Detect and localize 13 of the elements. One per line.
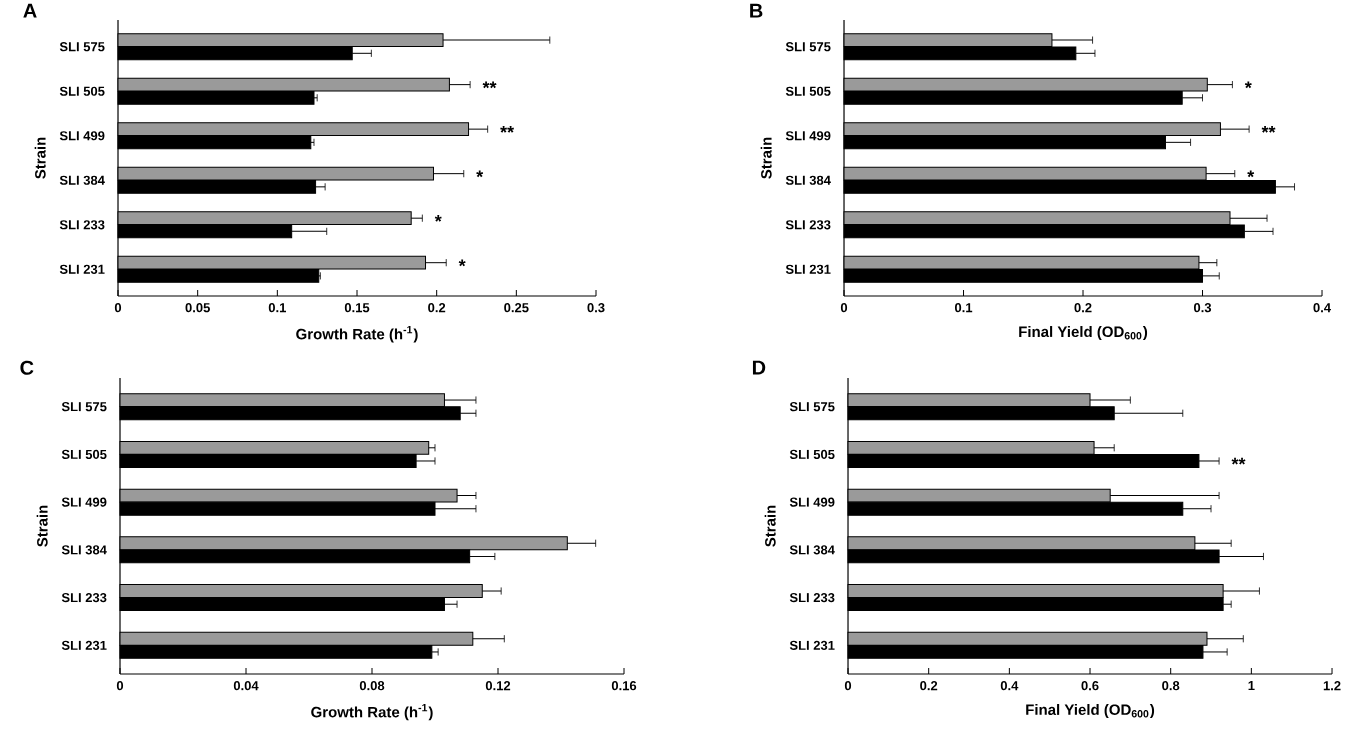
annotation: ** bbox=[482, 81, 497, 89]
annotation: * bbox=[458, 259, 466, 267]
annotation: * bbox=[1247, 170, 1255, 178]
annotation: * bbox=[434, 214, 442, 222]
chart-title: A bbox=[23, 3, 37, 18]
chart-title: C bbox=[20, 360, 34, 375]
chart-title: D bbox=[752, 360, 766, 375]
annotation: * bbox=[1244, 81, 1252, 89]
chart-title: B bbox=[750, 3, 763, 18]
annotation: * bbox=[476, 170, 484, 178]
annotation: ** bbox=[500, 125, 515, 133]
annotation: ** bbox=[1231, 457, 1246, 465]
annotation: ** bbox=[1261, 125, 1276, 133]
